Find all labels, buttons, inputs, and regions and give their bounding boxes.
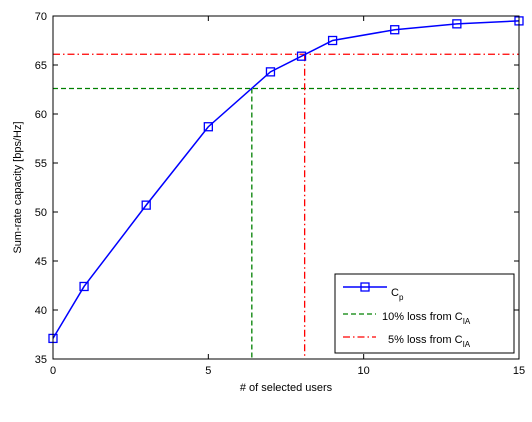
series-line-0 <box>52 20 520 339</box>
y-tick-label: 40 <box>35 305 47 317</box>
data-point <box>203 122 213 132</box>
y-tick-label: 55 <box>35 158 47 170</box>
data-point <box>390 25 400 35</box>
x-axis-label: # of selected users <box>240 382 333 394</box>
y-axis-label: Sum-rate capacity [bps/Hz] <box>12 121 24 253</box>
y-tick-label: 50 <box>35 207 47 219</box>
legend-entry-10pct-sub: IA <box>463 317 471 326</box>
legend-swatches <box>343 282 387 338</box>
legend-marker-cp <box>360 282 370 292</box>
legend-entry-10pct: 10% loss from CIA <box>382 311 471 326</box>
legend-entry-cp-main: C <box>391 287 399 299</box>
data-point <box>327 35 338 46</box>
y-tick-label: 60 <box>35 109 47 121</box>
y-tick-label: 45 <box>35 256 47 268</box>
y-tick-label: 35 <box>35 354 47 366</box>
legend-entry-5pct-main: 5% loss from C <box>388 334 463 346</box>
legend-entry-cp: Cp <box>391 287 404 302</box>
lines-layer <box>48 16 524 359</box>
legend-entry-5pct: 5% loss from CIA <box>388 334 471 349</box>
x-tick-label: 15 <box>513 365 525 377</box>
data-point <box>265 67 276 77</box>
data-point <box>296 51 307 61</box>
legend: Cp 10% loss from CIA 5% loss from CIA <box>334 273 515 354</box>
legend-entry-5pct-sub: IA <box>463 340 471 349</box>
data-point <box>452 19 462 29</box>
legend-entry-10pct-main: 10% loss from C <box>382 311 463 323</box>
plot-frame <box>52 15 520 360</box>
data-point <box>79 281 89 292</box>
ticks-layer: 0 5 10 15 35 40 45 50 55 60 65 70 <box>35 11 525 377</box>
y-tick-label: 65 <box>35 60 47 72</box>
x-tick-label: 5 <box>205 365 211 377</box>
legend-entry-cp-sub: p <box>399 293 404 302</box>
y-tick-label: 70 <box>35 11 47 23</box>
x-tick-label: 10 <box>358 365 370 377</box>
data-point <box>141 200 151 210</box>
x-tick-label: 0 <box>50 365 56 377</box>
